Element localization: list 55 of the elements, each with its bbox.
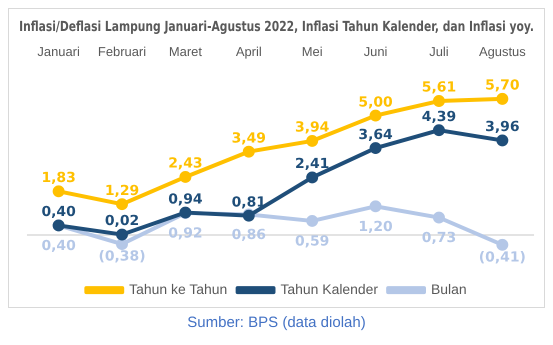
point <box>116 228 128 240</box>
point <box>306 214 318 227</box>
data-label: (0,41) <box>478 249 526 266</box>
point <box>116 238 128 250</box>
point <box>242 146 255 158</box>
data-label: 5,70 <box>485 78 520 94</box>
data-label: 0,94 <box>168 191 203 208</box>
data-label: 0,40 <box>41 238 76 254</box>
data-label: 0,02 <box>104 213 140 230</box>
data-label: 0,92 <box>168 226 203 242</box>
data-label: 3,49 <box>232 130 266 146</box>
data-label: 3,94 <box>295 120 330 136</box>
data-label: 0,40 <box>41 204 76 220</box>
x-tick-label: April <box>236 44 262 59</box>
point <box>306 171 318 184</box>
data-label: 3,96 <box>485 119 520 136</box>
point <box>306 134 318 147</box>
data-label: 1,20 <box>358 218 394 235</box>
point <box>370 110 382 122</box>
data-label: 0,81 <box>232 194 266 210</box>
point <box>52 185 65 198</box>
x-tick-label: Juli <box>429 44 449 59</box>
data-label: 4,39 <box>422 108 456 125</box>
legend-label: Tahun ke Tahun <box>129 280 228 297</box>
data-label: 1,29 <box>104 182 140 199</box>
data-label: 2,41 <box>295 156 330 172</box>
point <box>496 134 508 146</box>
x-tick-label: Maret <box>168 44 202 59</box>
point <box>432 124 445 136</box>
data-label: 5,00 <box>358 94 394 110</box>
legend-label: Bulan <box>430 280 467 297</box>
chart-title: Inflasi/Deflasi Lampung Januari-Agustus 2022, Inflasi Tahun Kalender, dan Inflasi yoy. <box>19 17 534 34</box>
point <box>432 212 445 224</box>
data-label: 0,86 <box>232 226 266 243</box>
point <box>496 238 508 251</box>
data-label: 2,43 <box>168 156 203 172</box>
point <box>496 92 508 105</box>
x-tick-label: Agustus <box>478 44 526 59</box>
data-label: (0,38) <box>98 248 146 265</box>
point <box>179 171 192 183</box>
point <box>116 198 128 210</box>
data-label: 1,83 <box>41 170 76 186</box>
point <box>370 142 382 154</box>
x-tick-label: Februari <box>98 44 146 59</box>
point <box>432 95 445 107</box>
x-tick-label: Januari <box>37 44 80 59</box>
point <box>370 200 382 212</box>
x-tick-label: Juni <box>364 44 388 59</box>
data-label: 0,73 <box>422 230 456 246</box>
x-tick-label: Mei <box>302 44 323 59</box>
text: Sumber: BPS (data diolah) <box>186 314 367 331</box>
data-label: 5,61 <box>422 80 456 96</box>
legend-label: Tahun Kalender <box>280 280 378 297</box>
data-label: 0,59 <box>295 233 330 250</box>
data-label: 3,64 <box>358 126 394 143</box>
